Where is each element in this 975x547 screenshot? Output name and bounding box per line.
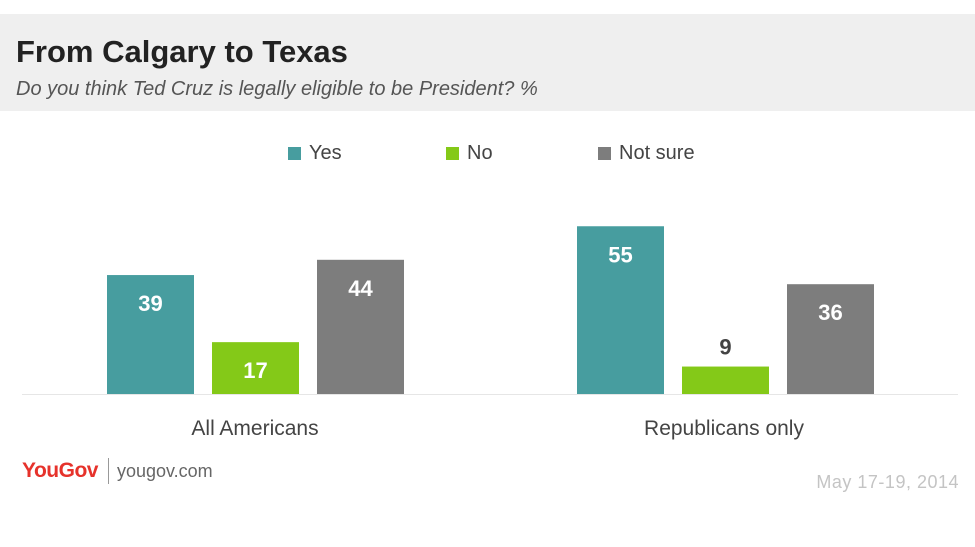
data-label-no-all-americans: 17 bbox=[243, 358, 267, 383]
chart-subtitle: Do you think Ted Cruz is legally eligibl… bbox=[16, 78, 538, 100]
chart-header: From Calgary to Texas Do you think Ted C… bbox=[0, 14, 975, 111]
legend-label-yes: Yes bbox=[309, 142, 342, 164]
bar-not-sure-republicans-only bbox=[787, 284, 874, 394]
bar-yes-all-americans bbox=[107, 275, 194, 394]
category-label-all-americans: All Americans bbox=[191, 417, 318, 440]
brand-divider bbox=[107, 458, 109, 484]
legend-item-yes: Yes bbox=[288, 142, 342, 165]
bar-no-republicans-only bbox=[682, 366, 769, 394]
legend-label-no: No bbox=[467, 142, 493, 164]
legend-item-no: No bbox=[446, 142, 493, 165]
legend-swatch-yes bbox=[288, 147, 301, 160]
data-label-no-republicans-only: 9 bbox=[719, 335, 731, 360]
bar-no-all-americans bbox=[212, 342, 299, 394]
survey-date: May 17-19, 2014 bbox=[816, 472, 959, 492]
legend-swatch-not-sure bbox=[598, 147, 611, 160]
legend-item-not-sure: Not sure bbox=[598, 142, 695, 165]
data-label-yes-republicans-only: 55 bbox=[608, 242, 632, 267]
bar-not-sure-all-americans bbox=[317, 259, 404, 394]
bar-yes-republicans-only bbox=[577, 226, 664, 394]
data-label-not-sure-republicans-only: 36 bbox=[818, 300, 842, 325]
data-label-yes-all-americans: 39 bbox=[138, 291, 162, 316]
legend-swatch-no bbox=[446, 147, 459, 160]
data-label-not-sure-all-americans: 44 bbox=[348, 276, 373, 301]
legend-label-not-sure: Not sure bbox=[619, 142, 695, 164]
brand-url: yougov.com bbox=[116, 460, 213, 481]
brand: YouGov yougov.com bbox=[22, 458, 213, 484]
category-label-republicans-only: Republicans only bbox=[644, 417, 804, 440]
chart-title: From Calgary to Texas bbox=[16, 34, 348, 69]
yougov-logo: YouGov bbox=[22, 459, 98, 482]
